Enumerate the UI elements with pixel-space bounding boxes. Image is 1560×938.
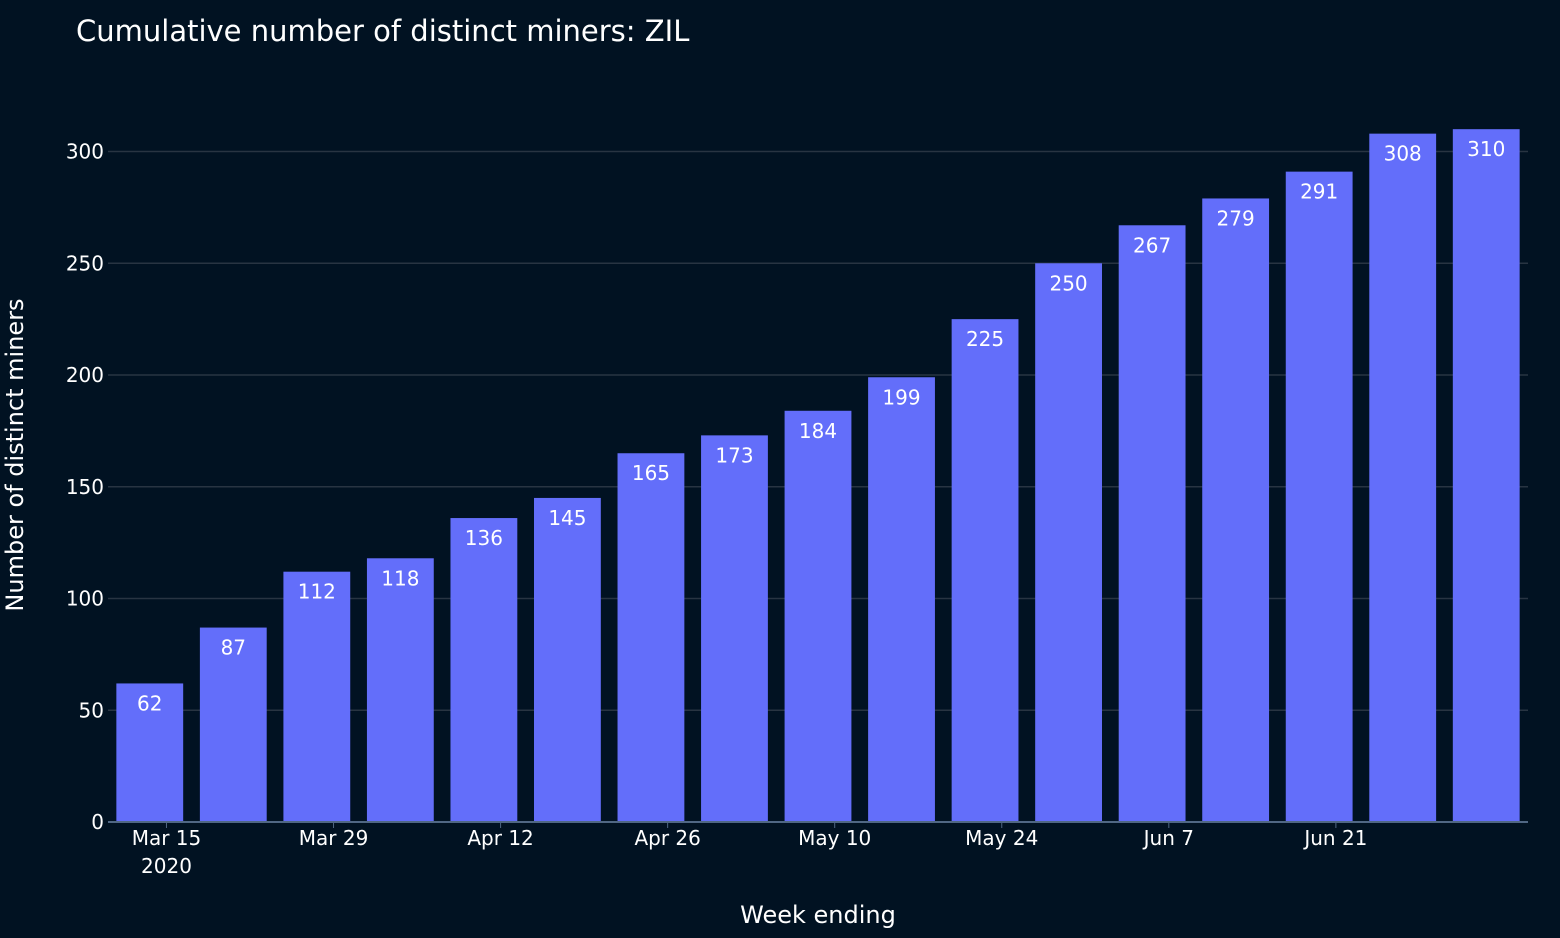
x-tick-label: Jun 7 — [1142, 826, 1194, 850]
y-tick-label: 150 — [66, 475, 104, 499]
bar — [1118, 225, 1186, 822]
y-tick-label: 200 — [66, 363, 104, 387]
x-tick-label: May 10 — [798, 826, 871, 850]
y-tick-label: 100 — [66, 587, 104, 611]
bar — [450, 518, 518, 822]
bar — [199, 627, 267, 822]
y-tick-label: 250 — [66, 251, 104, 275]
bar-value-label: 145 — [548, 506, 586, 530]
bar-value-labels: 62 87 112 118 136 145 165 173 184 199 225 250 267 279… — [137, 137, 1505, 715]
bar-value-label: 87 — [221, 636, 246, 660]
chart-title: Cumulative number of distinct miners: ZI… — [76, 14, 690, 48]
bar-value-label: 136 — [465, 526, 503, 550]
x-tick-label: Mar 29 — [299, 826, 369, 850]
bar-value-label: 118 — [381, 566, 419, 590]
bar — [1285, 171, 1353, 823]
bar — [1369, 133, 1437, 823]
bar-value-label: 184 — [799, 419, 837, 443]
bar — [1035, 263, 1102, 822]
bar-value-label: 62 — [137, 691, 162, 715]
x-tick-label: Apr 12 — [467, 826, 533, 850]
bar-value-label: 225 — [966, 327, 1004, 351]
x-axis: Mar 15 2020 Mar 29 Apr 12 Apr 26 May 10 May 24… — [108, 821, 1528, 878]
y-tick-label: 50 — [79, 698, 104, 722]
bar — [1202, 198, 1270, 822]
bar-value-label: 310 — [1467, 137, 1505, 161]
bar-value-label: 199 — [882, 385, 920, 409]
x-tick-label: Mar 15 — [132, 826, 202, 850]
bar-value-label: 308 — [1384, 142, 1422, 166]
bar-value-label: 250 — [1049, 271, 1087, 295]
bar — [1452, 129, 1520, 822]
bar — [534, 497, 601, 822]
bar — [116, 683, 184, 822]
bar-value-label: 173 — [715, 443, 753, 467]
bar — [868, 377, 935, 822]
bar-value-label: 112 — [298, 580, 336, 604]
bar — [701, 435, 768, 822]
y-axis-title: Number of distinct miners — [1, 298, 29, 611]
y-tick-label: 0 — [91, 810, 104, 834]
bar-value-label: 267 — [1133, 233, 1171, 257]
y-tick-label: 300 — [66, 140, 104, 164]
bar — [283, 571, 351, 822]
bar — [366, 558, 434, 822]
bar-value-label: 291 — [1300, 180, 1338, 204]
bar — [951, 319, 1019, 822]
bar-value-label: 279 — [1217, 206, 1255, 230]
y-axis: 0 50 100 150 200 250 300 — [66, 140, 104, 834]
x-tick-label: May 24 — [965, 826, 1038, 850]
x-tick-year-label: 2020 — [141, 854, 192, 878]
x-tick-label: Apr 26 — [634, 826, 700, 850]
bar — [784, 410, 852, 822]
bars — [116, 129, 1520, 823]
x-tick-label: Jun 21 — [1302, 826, 1367, 850]
x-axis-title: Week ending — [740, 901, 896, 929]
bar — [617, 453, 685, 822]
bar-value-label: 165 — [632, 461, 670, 485]
